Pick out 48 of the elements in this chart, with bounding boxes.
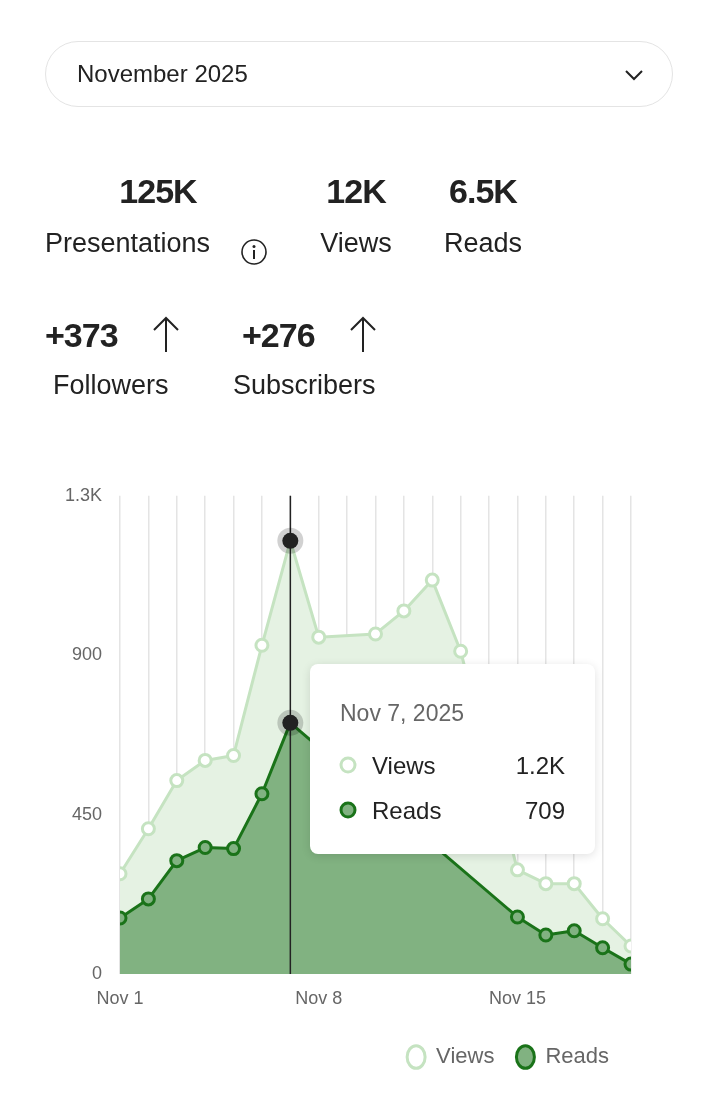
annotation: 709	[524, 797, 565, 825]
point	[595, 911, 611, 927]
y-tick-label: 900	[71, 644, 102, 665]
legend-label: Reads	[545, 1043, 609, 1069]
text: Subscribers	[233, 370, 376, 401]
point	[254, 637, 270, 653]
point	[226, 841, 242, 857]
x-tick-label: Nov 15	[488, 987, 546, 1008]
point	[140, 891, 156, 907]
point	[566, 923, 582, 939]
point	[169, 853, 185, 869]
point	[509, 909, 525, 925]
point	[453, 643, 469, 659]
point	[396, 603, 412, 619]
point	[169, 773, 185, 789]
point	[311, 629, 327, 645]
y-tick-label: 0	[91, 962, 102, 983]
point	[566, 876, 582, 892]
point	[538, 927, 554, 943]
text: +373	[45, 316, 118, 355]
point	[509, 862, 525, 878]
text: 125K	[118, 172, 198, 211]
point	[424, 572, 440, 588]
annotation: 1.2K	[515, 752, 565, 780]
point	[595, 940, 611, 956]
x-tick-label: Nov 8	[295, 987, 343, 1008]
text: Followers	[53, 370, 169, 401]
annotation: Reads	[372, 797, 442, 825]
text: Reads	[442, 228, 523, 259]
y-tick-label: 1.3K	[64, 484, 102, 505]
x-tick-label: Nov 1	[96, 987, 144, 1008]
point	[140, 821, 156, 837]
text: November 2025	[77, 60, 248, 88]
text: +276	[242, 316, 315, 355]
point	[368, 626, 383, 642]
text: Views	[320, 228, 392, 258]
point	[226, 747, 242, 763]
text: 6.5K	[449, 172, 517, 210]
text: 12K	[326, 172, 386, 210]
y-tick-label: 450	[71, 803, 102, 824]
point	[197, 840, 213, 856]
point	[538, 876, 554, 892]
annotation: Nov 7, 2025	[340, 700, 465, 727]
annotation: Views	[372, 752, 436, 780]
point	[254, 786, 270, 802]
text: Presentations	[45, 228, 211, 259]
legend-label: Views	[436, 1043, 495, 1069]
point	[197, 752, 213, 768]
